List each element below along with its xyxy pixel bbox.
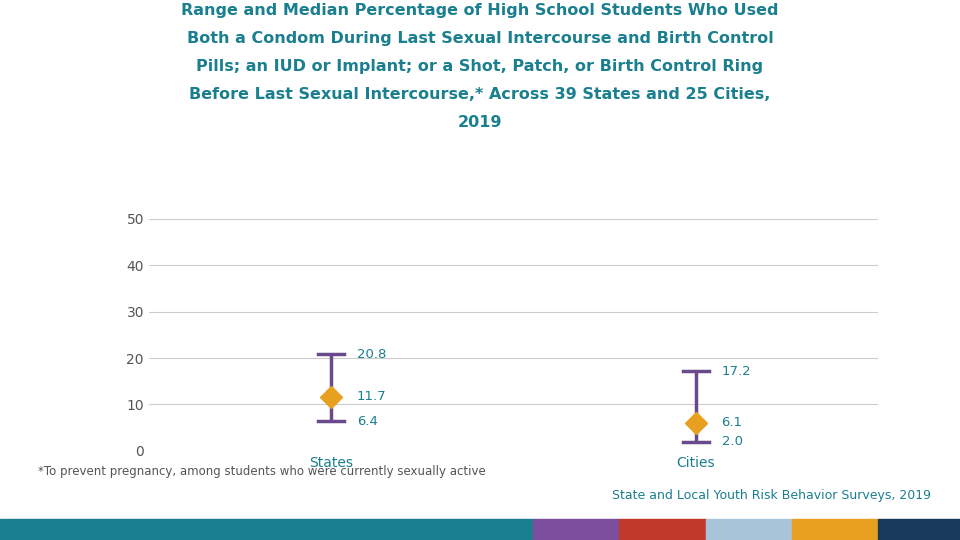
Text: 6.4: 6.4 [357, 415, 377, 428]
Bar [533, 519, 619, 540]
Text: Range and Median Percentage of High School Students Who Used: Range and Median Percentage of High Scho… [181, 3, 779, 18]
Text: State and Local Youth Risk Behavior Surveys, 2019: State and Local Youth Risk Behavior Surv… [612, 489, 931, 502]
Text: Pills; an IUD or Implant; or a Shot, Patch, or Birth Control Ring: Pills; an IUD or Implant; or a Shot, Pat… [197, 59, 763, 74]
Text: *To prevent pregnancy, among students who were currently sexually active: *To prevent pregnancy, among students wh… [38, 465, 486, 478]
Text: 2.0: 2.0 [722, 435, 742, 448]
Text: 6.1: 6.1 [722, 416, 742, 429]
Text: 2019: 2019 [458, 115, 502, 130]
Text: Before Last Sexual Intercourse,* Across 39 States and 25 Cities,: Before Last Sexual Intercourse,* Across … [189, 87, 771, 102]
Bar [792, 519, 878, 540]
Text: Both a Condom During Last Sexual Intercourse and Birth Control: Both a Condom During Last Sexual Interco… [186, 31, 774, 46]
Text: 20.8: 20.8 [357, 348, 386, 361]
Text: 17.2: 17.2 [722, 364, 751, 377]
Bar [706, 519, 792, 540]
Bar [878, 519, 960, 540]
Text: 11.7: 11.7 [357, 390, 386, 403]
Bar [0, 519, 533, 540]
Bar [619, 519, 706, 540]
